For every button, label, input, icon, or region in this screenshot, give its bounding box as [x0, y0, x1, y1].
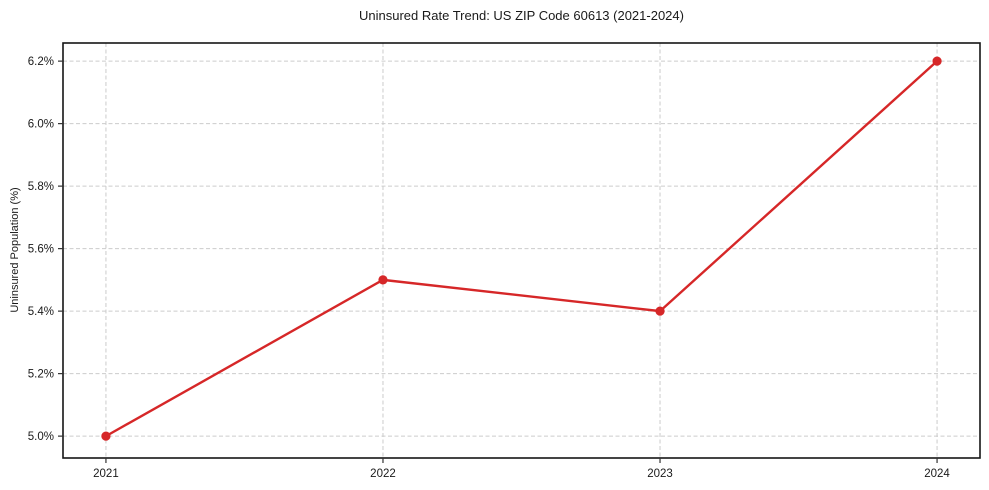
y-tick-label: 5.0% — [28, 431, 54, 443]
data-point — [101, 431, 111, 441]
y-tick-label: 5.6% — [28, 244, 54, 256]
data-point — [378, 275, 388, 285]
chart-title: Uninsured Rate Trend: US ZIP Code 60613 … — [359, 8, 684, 23]
y-tick-label: 5.4% — [28, 306, 54, 318]
data-point — [932, 56, 942, 66]
x-tick-label: 2022 — [370, 468, 396, 480]
y-tick-label: 5.2% — [28, 369, 54, 381]
x-tick-label: 2021 — [93, 468, 119, 480]
plot-border — [62, 42, 981, 459]
trend-line — [104, 59, 939, 438]
data-point — [655, 306, 665, 316]
x-tick-label: 2024 — [924, 468, 950, 480]
y-tick-label: 5.8% — [28, 181, 54, 193]
y-tick-label: 6.0% — [28, 119, 54, 131]
y-tick-label: 6.2% — [28, 56, 54, 68]
x-tick-label: 2023 — [647, 468, 673, 480]
